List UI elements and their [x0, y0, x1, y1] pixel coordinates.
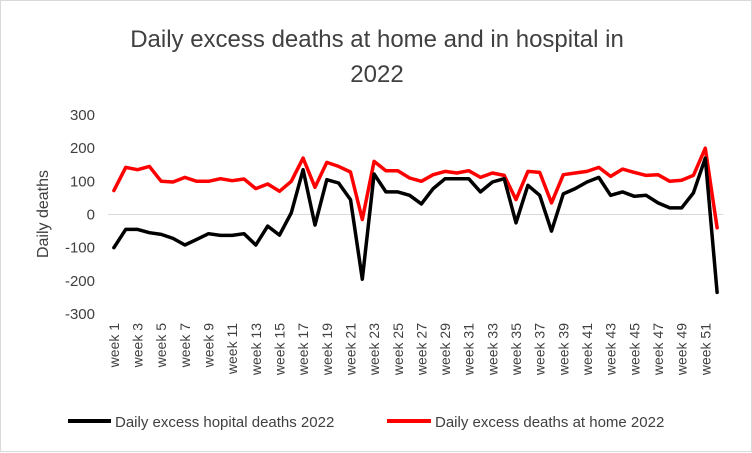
y-axis-ticks: -300 -200 -100 0 100 200 300 — [65, 107, 95, 323]
x-tick-label: week 27 — [413, 323, 429, 376]
x-tick-label: week 47 — [650, 323, 666, 376]
x-tick-label: week 41 — [579, 323, 595, 376]
y-tick-label: -100 — [65, 240, 95, 257]
x-tick-label: week 17 — [295, 323, 311, 376]
y-tick-label: 100 — [70, 173, 95, 190]
x-tick-label: week 31 — [461, 323, 477, 376]
y-tick-label: -300 — [65, 306, 95, 323]
y-tick-label: -200 — [65, 273, 95, 290]
series-lines — [112, 146, 719, 295]
x-tick-label: week 29 — [437, 323, 453, 376]
x-tick-label: week 39 — [555, 323, 571, 376]
x-tick-label: week 45 — [626, 323, 642, 376]
x-tick-label: week 37 — [532, 323, 548, 376]
x-tick-label: week 7 — [177, 323, 193, 369]
x-tick-label: week 3 — [130, 323, 146, 369]
x-tick-label: week 21 — [342, 323, 358, 376]
x-tick-label: week 33 — [484, 323, 500, 376]
x-tick-label: week 25 — [390, 323, 406, 376]
legend: Daily excess hopital deaths 2022 Daily ex… — [68, 414, 664, 431]
x-tick-label: week 51 — [697, 323, 713, 376]
x-tick-label: week 35 — [508, 323, 524, 376]
x-axis-ticks: week 1 week 3 week 5 week 7 week 9 week 11 wee… — [106, 323, 713, 376]
x-tick-label: week 15 — [271, 323, 287, 376]
legend-label-0: Daily excess hopital deaths 2022 — [115, 414, 334, 431]
x-tick-label: week 13 — [248, 323, 264, 376]
x-tick-label: week 11 — [224, 323, 240, 375]
chart-title-line-2: 2022 — [350, 61, 403, 88]
x-tick-label: week 5 — [153, 323, 169, 369]
series-line-0 — [112, 156, 719, 295]
x-tick-label: week 49 — [674, 323, 690, 376]
x-tick-label: week 23 — [366, 323, 382, 376]
x-tick-label: week 9 — [201, 323, 217, 369]
x-tick-label: week 19 — [319, 323, 335, 376]
x-tick-label: week 1 — [106, 323, 122, 369]
series-line-1 — [112, 146, 719, 230]
y-tick-label: 300 — [70, 107, 95, 124]
x-tick-label: week 43 — [603, 323, 619, 376]
chart-title-line-1: Daily excess deaths at home and in hospi… — [130, 26, 624, 53]
y-axis-label: Daily deaths — [35, 170, 52, 258]
legend-label-1: Daily excess deaths at home 2022 — [435, 414, 664, 431]
y-tick-label: 0 — [87, 207, 95, 224]
y-tick-label: 200 — [70, 140, 95, 157]
